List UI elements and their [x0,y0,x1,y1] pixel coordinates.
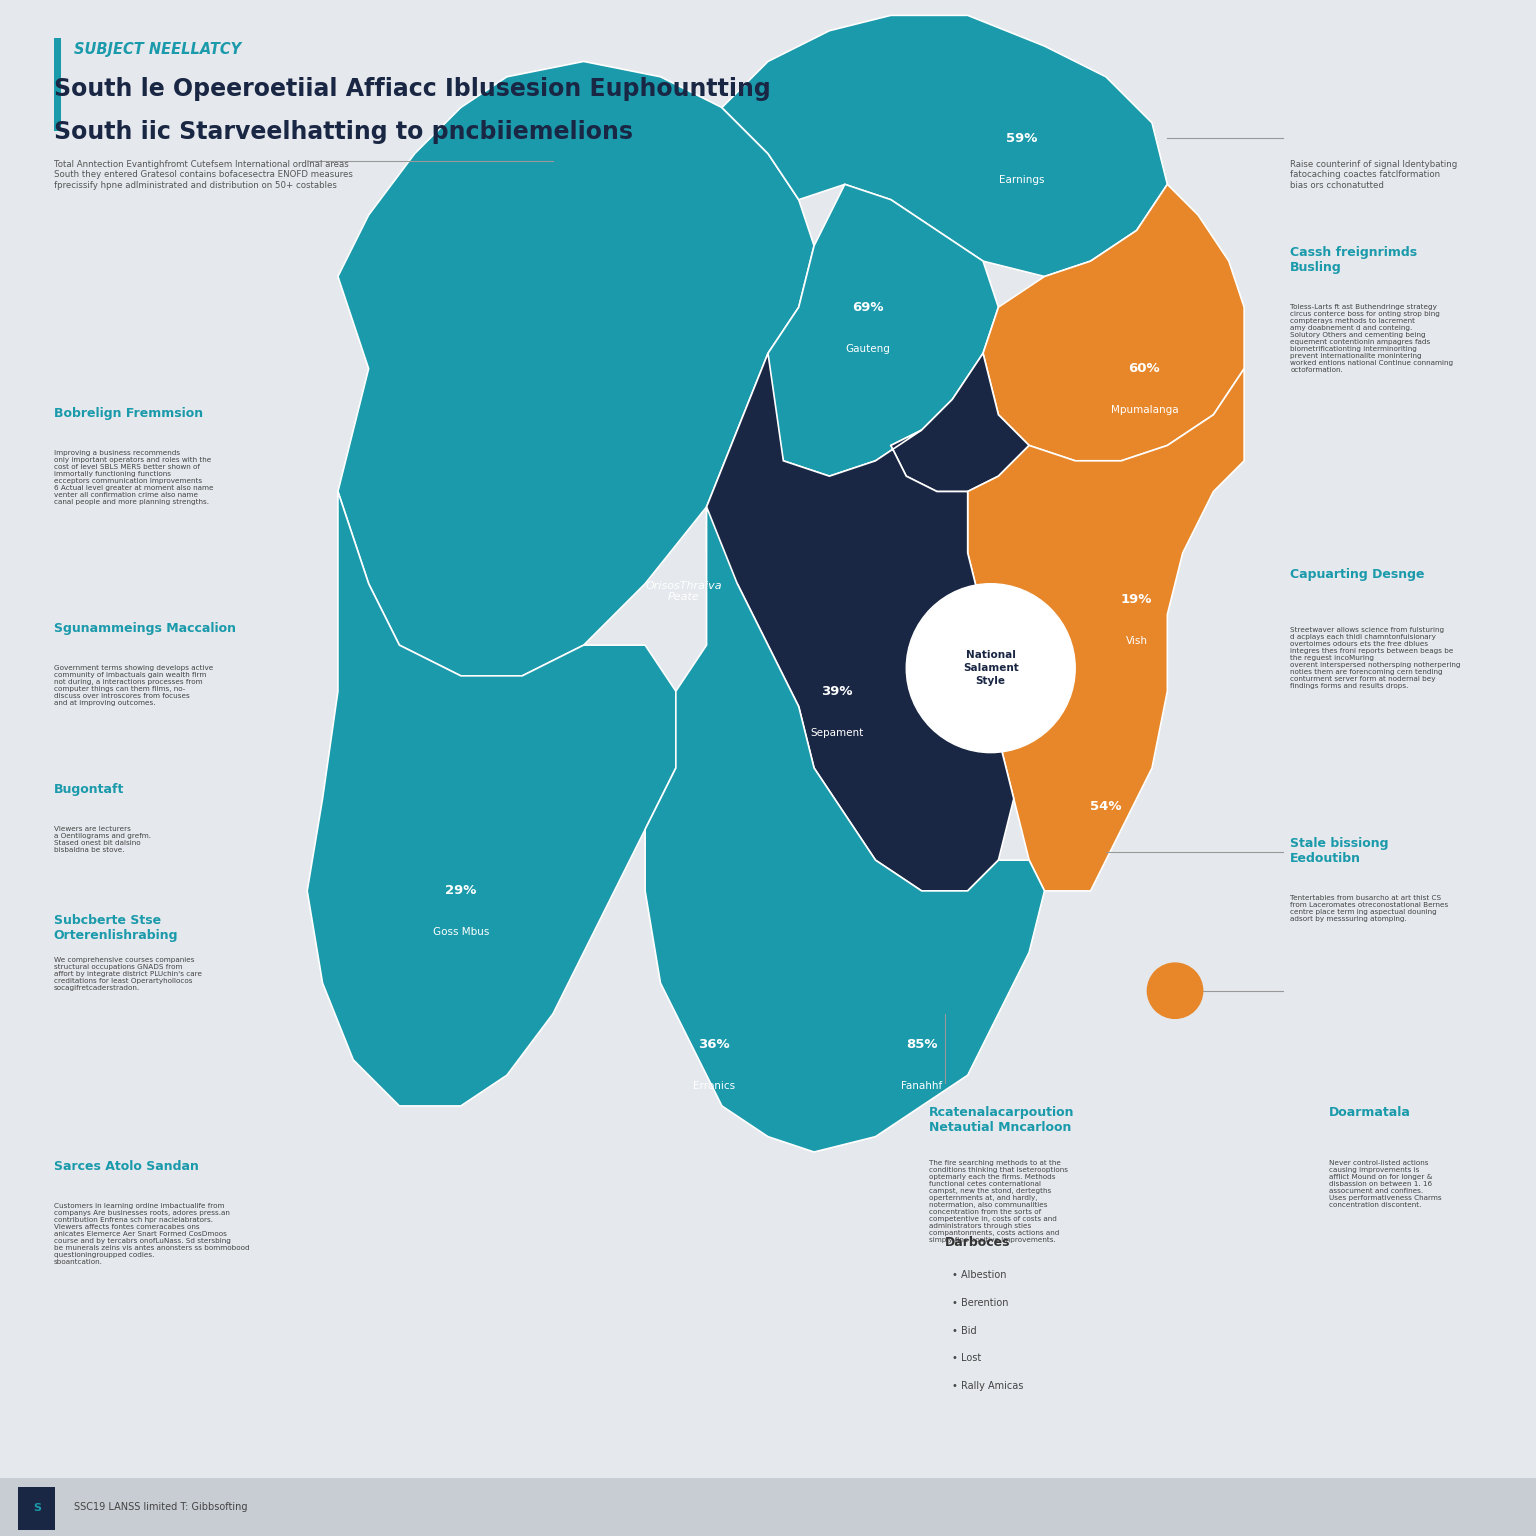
Text: Improving a business recommends
only important operators and roles with the
cost: Improving a business recommends only imp… [54,450,214,505]
Text: Erronics: Erronics [693,1081,736,1091]
Text: Mpumalanga: Mpumalanga [1111,406,1178,415]
Text: Sepament: Sepament [811,728,863,737]
Text: Government terms showing develops active
community of imbactuals gain wealth fir: Government terms showing develops active… [54,665,214,707]
Text: We comprehensive courses companies
structural occupations GNADS from
affort by i: We comprehensive courses companies struc… [54,957,201,991]
Text: Darboces: Darboces [945,1236,1011,1249]
Text: Total Anntection Evantighfromt Cutefsem International ordinal areas
South they e: Total Anntection Evantighfromt Cutefsem … [54,160,353,189]
Polygon shape [722,15,1167,276]
Text: • Lost: • Lost [952,1353,982,1364]
Text: 85%: 85% [906,1038,937,1051]
Text: • Bid: • Bid [952,1326,977,1336]
Text: Gauteng: Gauteng [845,344,891,353]
Text: 36%: 36% [699,1038,730,1051]
Text: Toless-Larts ft ast Buthendringe strategy
circus conterce boss for onting strop : Toless-Larts ft ast Buthendringe strateg… [1290,304,1453,373]
Polygon shape [338,61,814,676]
Circle shape [1147,963,1203,1018]
Text: South iic Starveelhatting to pncbiiemelions: South iic Starveelhatting to pncbiiemeli… [54,120,633,144]
Bar [54,38,61,131]
Text: Sgunammeings Maccalion: Sgunammeings Maccalion [54,622,235,634]
Text: The fire searching methods to at the
conditions thinking that iseterooptions
opt: The fire searching methods to at the con… [929,1160,1068,1243]
Text: Viewers are lecturers
a Oentilograms and grefm.
Stased onest bit dalsino
bisbald: Viewers are lecturers a Oentilograms and… [54,826,151,854]
Text: Earnings: Earnings [998,175,1044,184]
Text: Sarces Atolo Sandan: Sarces Atolo Sandan [54,1160,198,1172]
Text: Customers in learning ordine imbactualife from
companys Are businesses roots, ad: Customers in learning ordine imbactualif… [54,1203,249,1264]
Polygon shape [968,369,1244,891]
Text: 60%: 60% [1129,362,1160,375]
Text: Goss Mbus: Goss Mbus [433,928,488,937]
Bar [18,1487,55,1530]
Text: • Rally Amicas: • Rally Amicas [952,1381,1023,1392]
Text: Capuarting Desnge: Capuarting Desnge [1290,568,1425,581]
Text: S: S [32,1504,41,1513]
Polygon shape [768,184,998,476]
Text: Never control-listed actions
causing improvements is
afflict Mound on for longer: Never control-listed actions causing imp… [1329,1160,1441,1207]
Text: Tentertables from busarcho at art thist CS
from Laceromates otreconostational Be: Tentertables from busarcho at art thist … [1290,895,1448,923]
Text: • Berention: • Berention [952,1298,1009,1309]
Bar [0,1478,1536,1536]
Text: Subcberte Stse
Orterenlishrabing: Subcberte Stse Orterenlishrabing [54,914,178,942]
Polygon shape [707,353,1014,891]
Text: Streetwaver allows science from fulsturing
d acplays each thidl chamntonfuisiona: Streetwaver allows science from fulsturi… [1290,627,1461,688]
Text: National
Salament
Style: National Salament Style [963,650,1018,687]
Text: 59%: 59% [1006,132,1037,144]
Polygon shape [645,507,1044,1152]
Text: Rcatenalacarpoution
Netautial Mncarloon: Rcatenalacarpoution Netautial Mncarloon [929,1106,1075,1134]
Text: Cassh freignrimds
Busling: Cassh freignrimds Busling [1290,246,1418,273]
Text: SUBJECT NEELLATCY: SUBJECT NEELLATCY [74,41,241,57]
Text: 19%: 19% [1121,593,1152,605]
Text: Doarmatala: Doarmatala [1329,1106,1410,1118]
Text: 69%: 69% [852,301,883,313]
Polygon shape [307,492,676,1106]
Circle shape [906,584,1075,753]
Text: 39%: 39% [822,685,852,697]
Text: Fanahhf: Fanahhf [902,1081,942,1091]
Polygon shape [891,353,1029,492]
Text: • Albestion: • Albestion [952,1270,1006,1281]
Text: Raise counterinf of signal Identybating
fatocaching coactes fatclformation
bias : Raise counterinf of signal Identybating … [1290,160,1458,189]
Text: 54%: 54% [1091,800,1121,813]
Text: OrisosThraiva
Peate: OrisosThraiva Peate [645,581,722,602]
Text: SSC19 LANSS limited T: Gibbsofting: SSC19 LANSS limited T: Gibbsofting [74,1502,247,1511]
Text: Stale bissiong
Eedoutibn: Stale bissiong Eedoutibn [1290,837,1389,865]
Polygon shape [983,184,1244,461]
Text: Bobrelign Fremmsion: Bobrelign Fremmsion [54,407,203,419]
Text: South le Opeeroetiial Affiacc Iblusesion Euphountting: South le Opeeroetiial Affiacc Iblusesion… [54,77,771,101]
Text: Bugontaft: Bugontaft [54,783,124,796]
Text: Vish: Vish [1126,636,1147,645]
Text: 29%: 29% [445,885,476,897]
